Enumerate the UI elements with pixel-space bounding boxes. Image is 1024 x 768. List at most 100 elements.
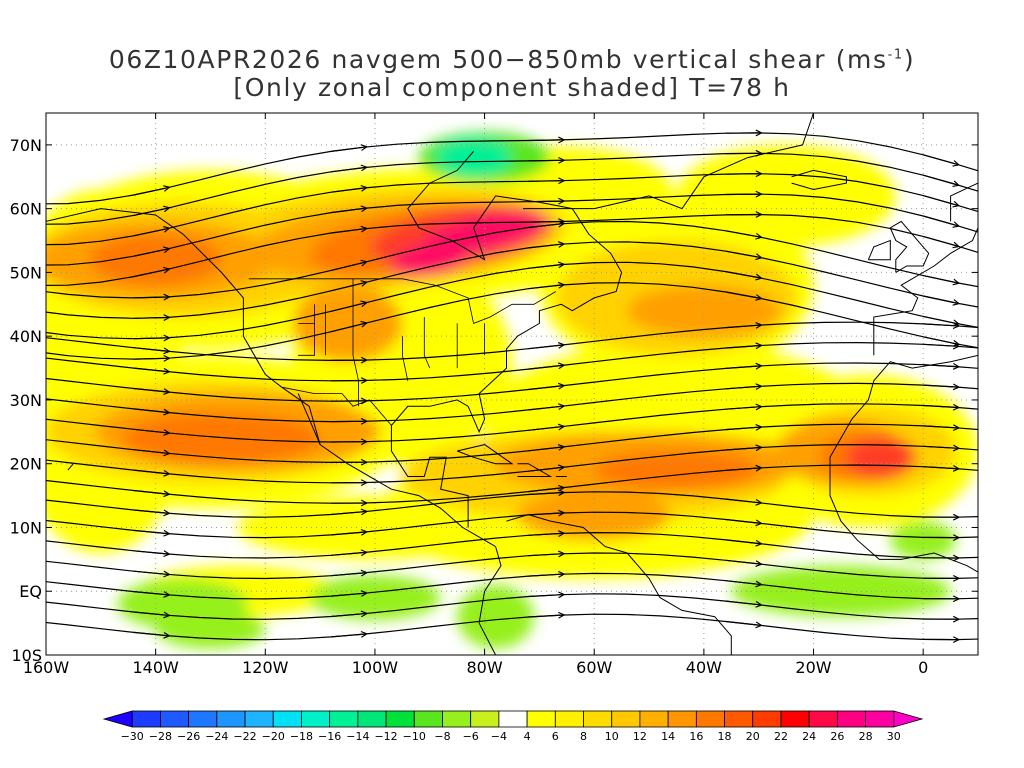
streamline-arrow xyxy=(725,366,759,368)
streamline-arrow xyxy=(528,160,561,161)
streamline-arrow xyxy=(133,591,167,595)
coastline-path xyxy=(873,227,978,356)
streamline-arrow xyxy=(923,406,956,408)
streamline-arrow xyxy=(923,446,956,448)
colorbar-swatch xyxy=(301,710,331,728)
streamline-arrow xyxy=(725,600,759,605)
streamline-arrow xyxy=(528,447,561,452)
colorbar-label: 22 xyxy=(774,730,788,743)
colorbar-swatch xyxy=(695,710,725,728)
streamline xyxy=(46,282,978,360)
streamline-arrow xyxy=(725,448,759,450)
colorbar-swatch xyxy=(583,710,613,728)
colorbar-swatch xyxy=(329,710,359,728)
streamline-arrow xyxy=(725,559,759,564)
coastline-path xyxy=(67,463,74,471)
streamline xyxy=(46,531,978,559)
streamline-arrow xyxy=(331,614,364,617)
streamline xyxy=(46,382,978,423)
coastline-path xyxy=(889,220,930,273)
colorbar-label: −30 xyxy=(121,730,144,743)
streamline-arrow xyxy=(330,303,364,312)
shear-blob-orange xyxy=(292,285,403,362)
streamline-arrow xyxy=(133,428,167,433)
streamline-arrow xyxy=(528,615,561,617)
streamline-arrow xyxy=(330,324,364,333)
coastline-path xyxy=(523,113,814,210)
streamline-arrow xyxy=(528,345,561,350)
streamline-arrow xyxy=(923,195,956,205)
streamline-arrow xyxy=(725,325,759,327)
streamline xyxy=(46,572,978,600)
colorbar: −30 −28 −26 −24 −22 −20 −18 −16 −14 −12 −10 −8 −6 −4 4… xyxy=(102,710,924,743)
streamline-arrow xyxy=(133,611,167,615)
streamline-arrow xyxy=(133,270,167,278)
streamline-arrow xyxy=(330,283,364,292)
streamline xyxy=(46,511,978,539)
colorbar-label: 16 xyxy=(689,730,703,743)
colorbar-label: −18 xyxy=(290,730,313,743)
streamline xyxy=(46,491,978,518)
lon-label: 160W xyxy=(23,658,70,677)
streamline-arrow xyxy=(331,593,364,596)
coastline-path xyxy=(517,463,553,477)
streamline-arrow xyxy=(528,181,561,182)
title-unit-superscript: -1 xyxy=(887,47,904,63)
colorbar-swatch xyxy=(611,710,641,728)
colorbar-label: −16 xyxy=(318,730,341,743)
lon-label: 120W xyxy=(242,658,289,677)
streamline-arrow xyxy=(133,358,167,359)
colorbar-swatch xyxy=(385,710,415,728)
streamline-arrow xyxy=(528,222,561,223)
streamline-arrow xyxy=(133,297,167,298)
streamline-arrow xyxy=(331,573,364,576)
lat-label: 20N xyxy=(10,455,42,474)
colorbar-label: −8 xyxy=(434,730,450,743)
streamline-arrow xyxy=(133,550,167,554)
streamline-arrow xyxy=(528,244,561,249)
colorbar-label: −12 xyxy=(374,730,397,743)
colorbar-swatch xyxy=(442,710,472,728)
streamline xyxy=(46,423,978,464)
streamline xyxy=(46,241,978,319)
colorbar-swatch xyxy=(639,710,669,728)
streamline xyxy=(46,193,978,266)
colorbar-swatch xyxy=(865,710,895,728)
colorbar-swatch xyxy=(160,710,190,728)
title-suffix: ) xyxy=(903,45,916,74)
streamline-arrow xyxy=(331,188,364,193)
colorbar-label: 18 xyxy=(718,730,732,743)
colorbar-label: 26 xyxy=(830,730,844,743)
lon-label: 40W xyxy=(686,658,722,677)
streamline xyxy=(46,443,978,484)
streamline-arrow xyxy=(331,208,364,214)
border-path xyxy=(352,278,359,407)
colorbar-label: −20 xyxy=(262,730,285,743)
chart-title-line-1: 06Z10APR2026 navgem 500−850mb vertical s… xyxy=(0,45,1024,74)
streamline xyxy=(46,403,978,443)
coastline-path xyxy=(867,239,891,261)
border-path xyxy=(248,278,557,324)
streamline xyxy=(46,613,978,641)
streamline-arrow xyxy=(133,249,167,257)
colorbar-arrow-low xyxy=(102,710,133,728)
streamline-arrow xyxy=(725,271,759,278)
title-prefix: 06Z10APR2026 navgem 500−850mb vertical s… xyxy=(108,45,888,74)
streamline-arrow xyxy=(528,386,561,391)
coastline-path xyxy=(950,182,978,222)
streamline-arrow xyxy=(528,488,561,493)
streamline-arrow xyxy=(133,489,167,495)
colorbar-label: 28 xyxy=(859,730,873,743)
streamline-arrow xyxy=(725,468,759,470)
streamline-arrow xyxy=(133,338,167,339)
streamline-arrow xyxy=(923,154,956,164)
colorbar-swatch xyxy=(413,710,443,728)
colorbar-label: −4 xyxy=(491,730,507,743)
lat-label: 10S xyxy=(11,646,42,665)
streamline-arrow xyxy=(133,408,167,413)
streamline-arrow xyxy=(330,262,364,271)
streamline-arrow xyxy=(725,427,759,429)
shear-blob-light_green xyxy=(890,521,957,560)
